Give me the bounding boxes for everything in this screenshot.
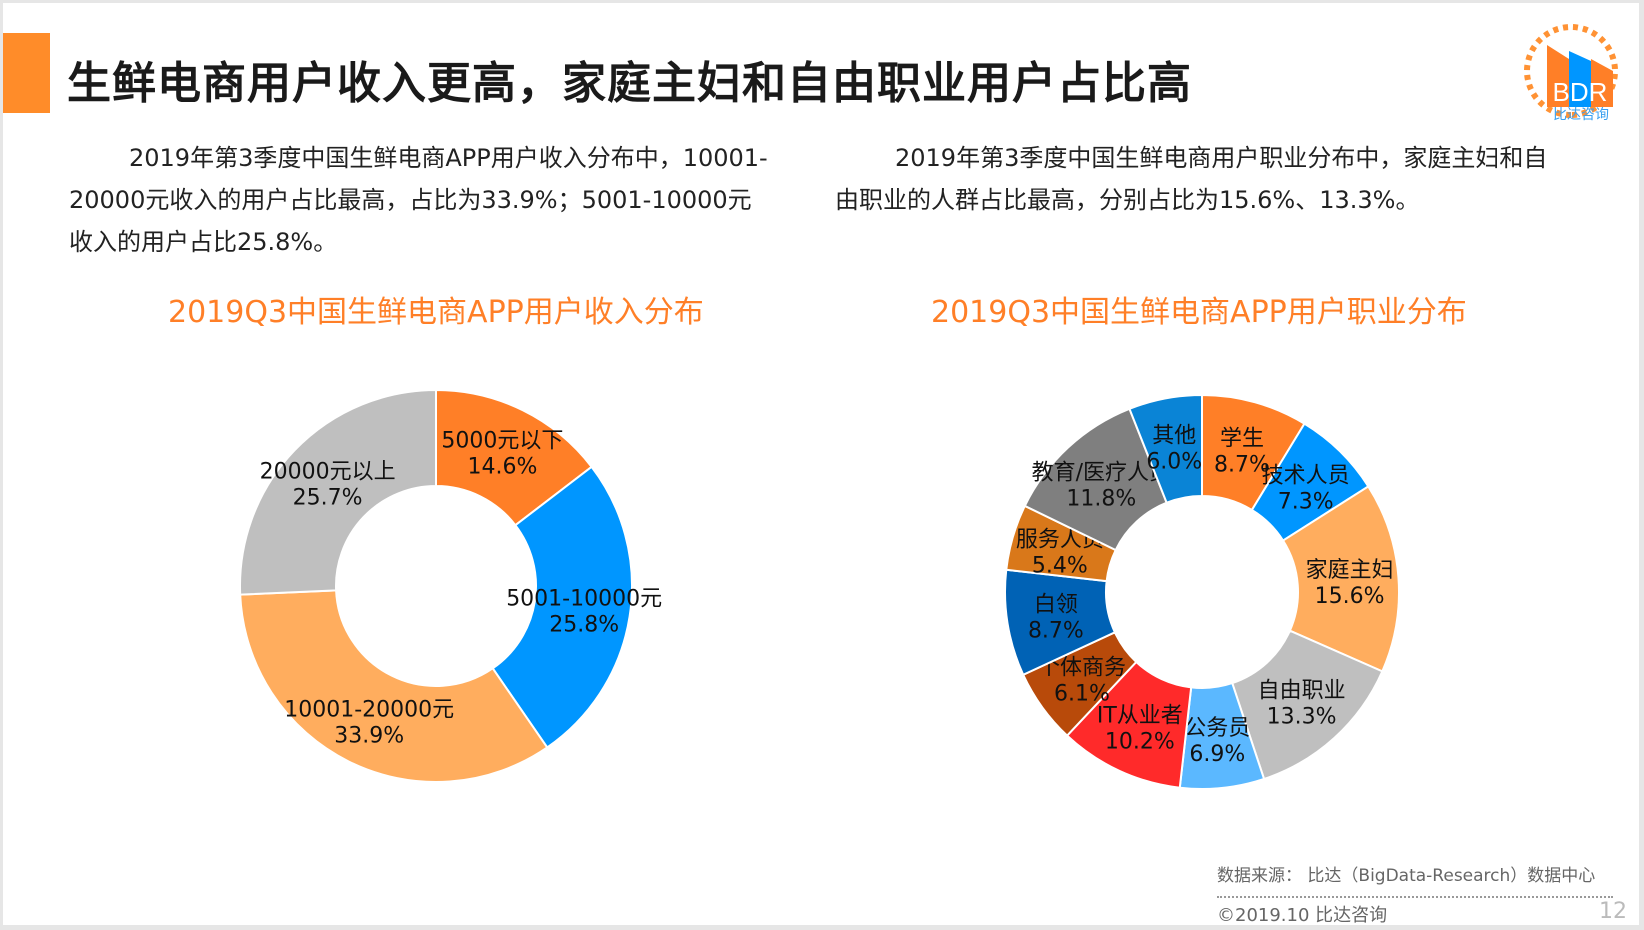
slice-label: 公务员 6.9%: [1184, 716, 1250, 767]
slice-label: 白领 8.7%: [1028, 593, 1084, 644]
slide: 生鲜电商用户收入更高，家庭主妇和自由职业用户占比高 BDR 比达咨询 2019年…: [3, 3, 1639, 926]
occupation-chart-title: 2019Q3中国生鲜电商APP用户职业分布: [931, 295, 1467, 330]
svg-text:比达咨询: 比达咨询: [1553, 107, 1609, 121]
donut-slice: [1230, 629, 1384, 781]
donut-slice: [1128, 393, 1203, 505]
slice-label: IT从业者 10.2%: [1097, 703, 1183, 754]
donut-slice: [239, 589, 549, 783]
footer-divider: [1217, 896, 1613, 898]
slice-label: 10001-20000元 33.9%: [284, 697, 454, 748]
slice-label: 教育/医疗人员 11.8%: [1032, 460, 1171, 511]
donut-slice: [239, 388, 437, 596]
income-chart-title: 2019Q3中国生鲜电商APP用户收入分布: [168, 295, 704, 330]
slice-label: 自由职业 13.3%: [1258, 678, 1346, 729]
slice-label: 其他 6.0%: [1146, 424, 1202, 475]
slice-label: 5000元以下 14.6%: [441, 429, 563, 480]
slice-label: 5001-10000元 25.8%: [506, 586, 662, 637]
occupation-description: 2019年第3季度中国生鲜电商用户职业分布中，家庭主妇和自由职业的人群占比最高，…: [835, 144, 1548, 214]
bdr-logo: BDR 比达咨询: [1524, 24, 1618, 121]
slice-label: 学生 8.7%: [1214, 426, 1270, 477]
donut-slice: [491, 465, 633, 749]
income-description: 2019年第3季度中国生鲜电商APP用户收入分布中，10001-20000元收入…: [69, 144, 768, 256]
page-number: 12: [1599, 899, 1627, 924]
page-title: 生鲜电商用户收入更高，家庭主妇和自由职业用户占比高: [67, 58, 1192, 109]
slice-label: 20000元以上 25.7%: [260, 459, 396, 510]
donut-slice: [1281, 485, 1400, 673]
slice-label: 家庭主妇 15.6%: [1306, 558, 1394, 609]
data-source: 数据来源： 比达（BigData-Research）数据中心: [1217, 866, 1596, 886]
slice-label: 技术人员 7.3%: [1262, 463, 1350, 514]
title-accent-bar: [3, 33, 50, 113]
copyright: ©2019.10 比达咨询: [1217, 905, 1388, 926]
svg-text:BDR: BDR: [1553, 77, 1608, 107]
donut-charts: 5000元以下 14.6% 5001-10000元 25.8% 10001-20000元…: [239, 388, 1400, 790]
